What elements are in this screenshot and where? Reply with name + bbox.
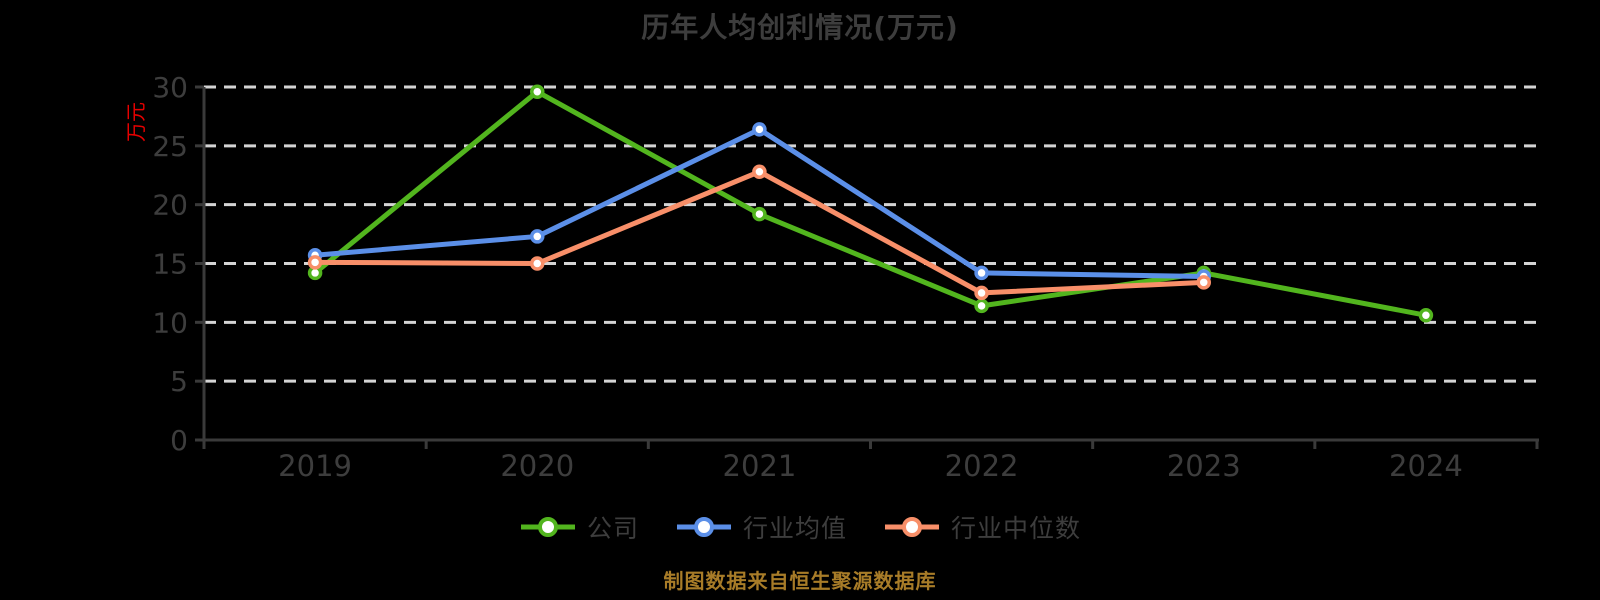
- data-source-caption: 制图数据来自恒生聚源数据库: [663, 569, 937, 593]
- data-point-公司-2021[interactable]: [752, 206, 767, 222]
- y-tick-label: 5: [170, 365, 188, 398]
- axes: [195, 85, 1539, 449]
- legend-circle: [902, 517, 922, 537]
- x-tick-label-2022: 2022: [945, 449, 1019, 483]
- legend-item-公司[interactable]: 公司: [519, 509, 639, 545]
- legend-circle: [537, 517, 558, 537]
- legend: 公司 行业均值 行业中位数: [0, 504, 1600, 550]
- series-line-行业均值: [312, 126, 1207, 279]
- data-point-公司-2024[interactable]: [1418, 308, 1434, 323]
- data-point-行业中位数-2022[interactable]: [974, 285, 989, 301]
- legend-label: 公司: [586, 514, 639, 543]
- legend-label: 行业均值: [742, 514, 847, 543]
- y-axis-name: 万元: [124, 102, 148, 142]
- legend-item-行业中位数[interactable]: 行业中位数: [883, 509, 1081, 545]
- legend-marker-icon: [676, 517, 731, 537]
- y-tick-label: 15: [152, 248, 188, 281]
- data-point-行业均值-2020[interactable]: [530, 229, 545, 244]
- y-tick-label: 10: [152, 306, 188, 339]
- data-point-公司-2022[interactable]: [974, 298, 989, 314]
- y-tick-label: 0: [170, 424, 188, 457]
- data-point-行业均值-2022[interactable]: [974, 265, 989, 281]
- series-group: [307, 84, 1434, 323]
- series-line-公司: [312, 89, 1429, 318]
- chart-title: 历年人均创利情况(万元): [641, 11, 959, 44]
- y-tick-label: 30: [152, 71, 188, 104]
- legend-label: 行业中位数: [951, 514, 1082, 543]
- x-tick-label-2019: 2019: [278, 449, 352, 483]
- data-point-公司-2020[interactable]: [530, 84, 545, 99]
- data-point-行业中位数-2020[interactable]: [530, 256, 545, 271]
- data-point-行业中位数-2019[interactable]: [307, 255, 323, 270]
- legend-marker-icon: [520, 517, 575, 537]
- data-point-行业均值-2021[interactable]: [752, 122, 767, 137]
- data-point-行业中位数-2021[interactable]: [752, 164, 767, 179]
- axis-labels: 0 5 10 15 20 25 30 2019 2020 2021 2022 2023 2024: [152, 71, 1462, 483]
- x-tick-label-2020: 2020: [500, 449, 574, 483]
- y-tick-label: 20: [152, 189, 188, 222]
- legend-marker-icon: [885, 517, 939, 537]
- x-tick-label-2023: 2023: [1167, 449, 1241, 483]
- y-tick-label: 25: [152, 130, 188, 163]
- x-tick-label-2024: 2024: [1389, 449, 1463, 483]
- legend-circle: [693, 517, 714, 537]
- data-point-行业中位数-2023[interactable]: [1196, 275, 1211, 290]
- legend-item-行业均值[interactable]: 行业均值: [675, 509, 847, 545]
- x-tick-label-2021: 2021: [723, 449, 797, 483]
